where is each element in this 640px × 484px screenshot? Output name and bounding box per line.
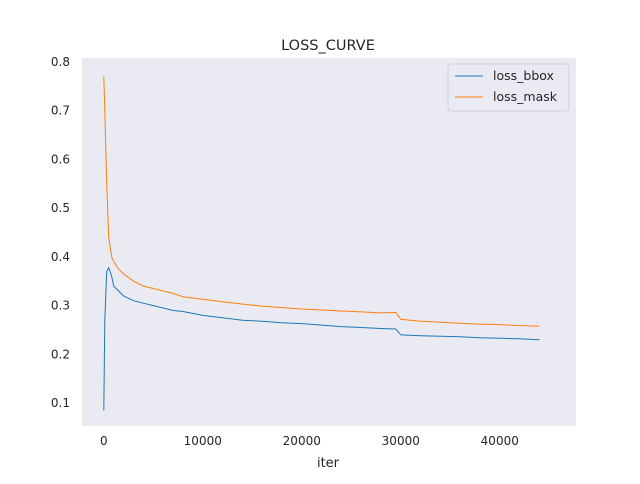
legend: loss_bbox loss_mask <box>447 63 570 112</box>
y-tick-label: 0.2 <box>51 347 70 361</box>
x-axis-label: iter <box>317 456 340 471</box>
legend-entry: loss_bbox <box>493 68 554 83</box>
y-tick-label: 0.1 <box>51 396 70 410</box>
x-tick-label: 10000 <box>184 434 222 448</box>
legend-entry: loss_mask <box>493 89 558 104</box>
y-tick-label: 0.8 <box>51 55 70 69</box>
x-tick-label: 0 <box>100 434 108 448</box>
y-tick-label: 0.3 <box>51 299 70 313</box>
series-line-loss_bbox <box>103 266 540 411</box>
x-tick-label: 40000 <box>481 434 519 448</box>
x-tick-label: 20000 <box>283 434 321 448</box>
y-tick-label: 0.5 <box>51 201 70 215</box>
y-tick-label: 0.6 <box>51 152 70 166</box>
x-tick-label: 30000 <box>382 434 420 448</box>
y-tick-label: 0.4 <box>51 250 70 264</box>
plot-area <box>82 58 576 426</box>
chart-title: LOSS_CURVE <box>281 38 375 54</box>
y-tick-label: 0.7 <box>51 104 70 118</box>
series-line-loss_mask <box>103 76 540 327</box>
